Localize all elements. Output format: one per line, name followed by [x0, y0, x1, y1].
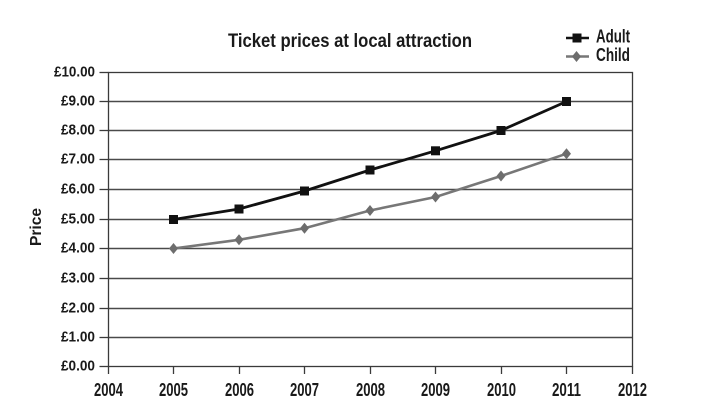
svg-text:2011: 2011	[552, 380, 581, 400]
svg-text:£6.00: £6.00	[61, 182, 95, 198]
svg-text:Ticket prices at local attract: Ticket prices at local attraction	[228, 31, 472, 52]
svg-text:£8.00: £8.00	[61, 123, 95, 139]
svg-text:£4.00: £4.00	[61, 241, 95, 257]
svg-text:£9.00: £9.00	[61, 94, 95, 110]
svg-text:£10.00: £10.00	[54, 65, 95, 81]
svg-text:2008: 2008	[356, 380, 385, 400]
svg-text:2005: 2005	[159, 380, 188, 400]
svg-text:£0.00: £0.00	[61, 359, 95, 375]
svg-text:2012: 2012	[618, 380, 647, 400]
svg-text:2006: 2006	[225, 380, 254, 400]
svg-text:2009: 2009	[421, 380, 450, 400]
svg-text:£1.00: £1.00	[61, 330, 95, 346]
svg-text:2010: 2010	[487, 380, 516, 400]
svg-text:£7.00: £7.00	[61, 152, 95, 168]
svg-text:Adult: Adult	[596, 27, 630, 47]
svg-text:Child: Child	[596, 45, 630, 65]
svg-text:Price: Price	[28, 208, 45, 246]
svg-text:£3.00: £3.00	[61, 271, 95, 287]
svg-text:2004: 2004	[94, 380, 123, 400]
svg-text:£2.00: £2.00	[61, 301, 95, 317]
svg-text:2007: 2007	[290, 380, 319, 400]
svg-text:£5.00: £5.00	[61, 212, 95, 228]
